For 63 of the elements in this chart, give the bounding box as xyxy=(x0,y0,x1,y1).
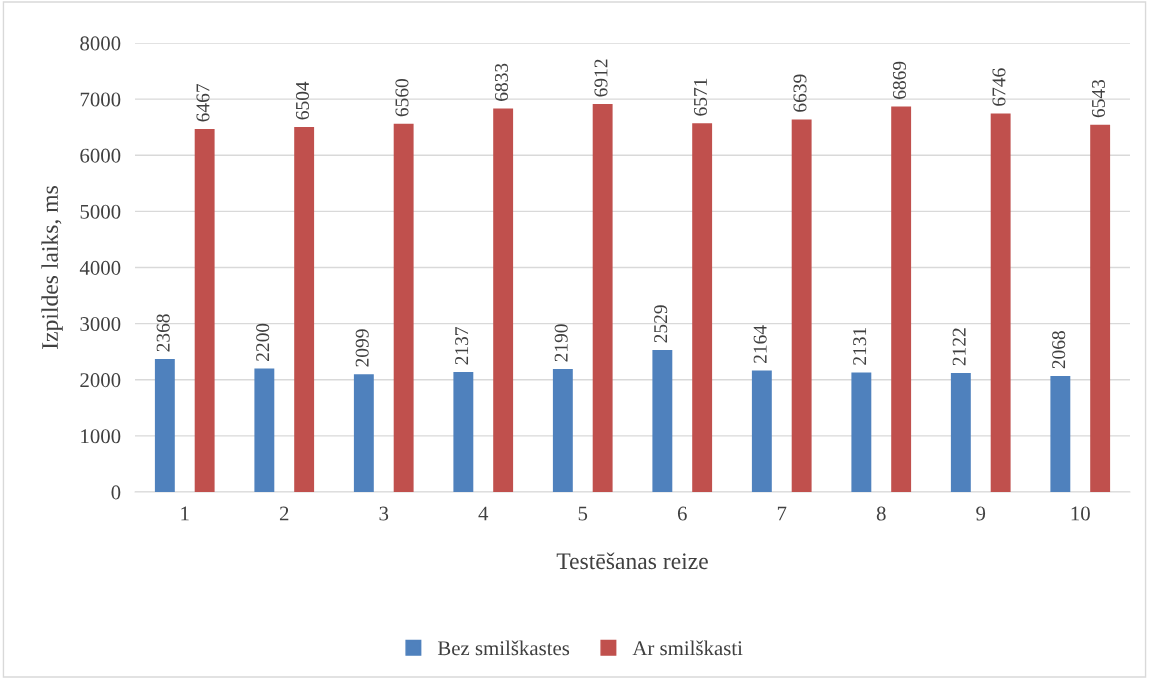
data-label: 2137 xyxy=(455,327,469,365)
bar xyxy=(592,104,613,492)
data-label: 2068 xyxy=(1052,331,1066,369)
bar xyxy=(194,129,215,492)
y-tick-label: 4000 xyxy=(79,260,121,275)
x-tick-label: 10 xyxy=(1071,506,1090,521)
y-tick-label: 8000 xyxy=(80,36,121,51)
legend-label: Ar smilškasti xyxy=(632,640,743,656)
x-tick-label: 8 xyxy=(876,506,886,521)
data-label: 6746 xyxy=(992,68,1006,106)
data-label: 2190 xyxy=(554,324,568,362)
bar xyxy=(851,372,872,492)
bar xyxy=(254,368,275,492)
bar xyxy=(990,113,1011,492)
x-tick-label: 3 xyxy=(379,506,389,521)
legend-label: Bez smilškastes xyxy=(437,640,570,656)
x-tick-label: 6 xyxy=(677,506,687,521)
data-label: 6543 xyxy=(1091,79,1106,118)
data-label: 2529 xyxy=(654,305,668,343)
x-tick-label: 9 xyxy=(976,506,986,521)
x-tick-label: 4 xyxy=(478,506,489,521)
y-tick-label: 1000 xyxy=(81,429,121,444)
bar xyxy=(294,126,315,492)
y-tick-label: 5000 xyxy=(80,204,121,219)
x-tick-label: 7 xyxy=(777,506,787,521)
y-tick-label: 3000 xyxy=(80,317,121,332)
bar xyxy=(791,119,812,492)
x-tick-label: 2 xyxy=(279,506,289,521)
data-label: 6912 xyxy=(594,59,608,97)
data-label: 6571 xyxy=(693,78,708,116)
x-tick-label: 1 xyxy=(181,506,189,521)
bar xyxy=(154,359,175,492)
data-label: 2122 xyxy=(952,328,966,366)
data-label: 2200 xyxy=(256,323,270,361)
y-axis-title: Izpildes laiks, ms xyxy=(41,186,63,349)
bar xyxy=(353,374,374,492)
bar xyxy=(493,108,514,492)
bar xyxy=(692,123,713,492)
y-tick-label: 7000 xyxy=(80,92,121,107)
data-label: 6504 xyxy=(295,81,310,120)
bar xyxy=(453,372,474,492)
bar xyxy=(950,372,971,492)
bar xyxy=(552,369,573,492)
data-label: 6869 xyxy=(892,61,907,99)
data-label: 2099 xyxy=(355,329,369,367)
x-tick-label: 5 xyxy=(578,506,588,521)
bar xyxy=(891,106,912,492)
bar xyxy=(1050,375,1071,492)
x-axis-title: Testēšanas reize xyxy=(556,552,708,570)
data-label: 2131 xyxy=(853,327,867,365)
y-tick-label: 2000 xyxy=(80,373,121,388)
data-label: 6833 xyxy=(494,63,509,101)
data-label: 2368 xyxy=(156,314,170,352)
bar xyxy=(751,370,772,492)
y-tick-label: 6000 xyxy=(80,148,121,163)
data-label: 6639 xyxy=(793,74,807,112)
data-label: 6560 xyxy=(395,78,409,117)
y-tick-label: 0 xyxy=(111,485,121,500)
data-label: 2164 xyxy=(753,325,767,363)
bar xyxy=(393,123,414,492)
bar xyxy=(1090,124,1111,492)
bar xyxy=(652,350,673,492)
data-label: 6467 xyxy=(196,83,210,122)
